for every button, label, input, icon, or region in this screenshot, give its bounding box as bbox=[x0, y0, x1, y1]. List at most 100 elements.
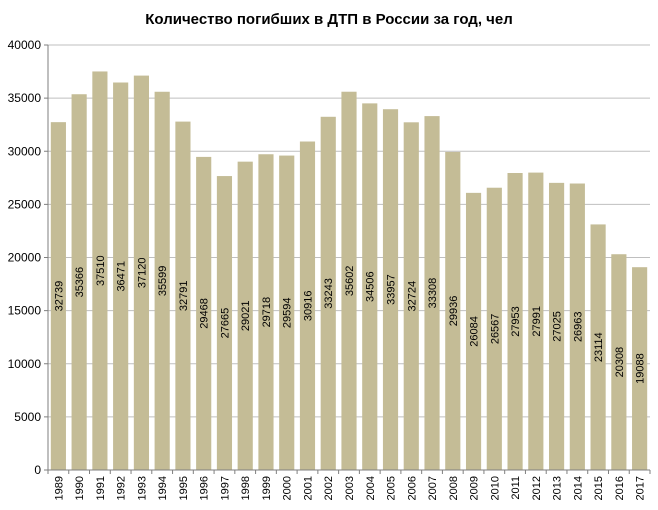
x-tick-label-2006: 2006 bbox=[406, 476, 418, 500]
y-tick-label: 40000 bbox=[8, 38, 42, 52]
bar-1992 bbox=[113, 82, 129, 470]
bar-1999 bbox=[258, 154, 274, 470]
y-tick-label: 30000 bbox=[8, 144, 42, 158]
bar-2008 bbox=[445, 151, 461, 470]
x-tick-label-2005: 2005 bbox=[386, 476, 398, 500]
bar-2006 bbox=[403, 122, 419, 471]
x-tick-label-2011: 2011 bbox=[510, 476, 522, 500]
x-tick-label-1990: 1990 bbox=[74, 476, 86, 500]
x-tick-label-1999: 1999 bbox=[261, 476, 273, 500]
data-label-1991: 37510 bbox=[95, 255, 107, 286]
bars bbox=[50, 71, 648, 471]
bar-1989 bbox=[50, 122, 66, 470]
y-tick-label: 15000 bbox=[8, 304, 42, 318]
x-tick-label-1998: 1998 bbox=[240, 476, 252, 500]
bar-2007 bbox=[424, 116, 440, 470]
y-tick-label: 20000 bbox=[8, 251, 42, 265]
bar-2001 bbox=[299, 141, 316, 470]
data-label-1993: 37120 bbox=[136, 258, 148, 289]
data-label-2016: 20308 bbox=[614, 347, 626, 378]
x-tick-label-1992: 1992 bbox=[116, 476, 128, 500]
bar-2000 bbox=[279, 155, 295, 470]
x-tick-label-2013: 2013 bbox=[552, 476, 564, 500]
y-axis-ticks: 0 5000 10000 15000 20000 25000 30000 35000 40000 bbox=[8, 38, 48, 477]
bar-1990 bbox=[71, 94, 87, 470]
y-tick-label: 10000 bbox=[8, 357, 42, 371]
x-tick-label-1995: 1995 bbox=[178, 476, 190, 500]
data-label-2012: 27991 bbox=[531, 306, 543, 337]
data-label-1999: 29718 bbox=[261, 297, 273, 328]
bar-2017 bbox=[632, 267, 648, 470]
bar-2015 bbox=[590, 224, 606, 470]
data-label-2006: 32724 bbox=[406, 281, 418, 312]
bar-2002 bbox=[320, 116, 336, 470]
data-label-1992: 36471 bbox=[116, 261, 128, 292]
data-label-1998: 29021 bbox=[240, 301, 252, 332]
y-tick-label: 0 bbox=[34, 463, 41, 477]
bar-1997 bbox=[216, 176, 233, 470]
x-tick-label-1991: 1991 bbox=[95, 476, 107, 500]
x-tick-label-2001: 2001 bbox=[302, 476, 314, 500]
data-label-2007: 33308 bbox=[427, 278, 439, 309]
x-tick-label-2008: 2008 bbox=[448, 476, 460, 500]
bar-2003 bbox=[341, 91, 357, 470]
bar-2016 bbox=[611, 254, 627, 470]
data-label-1995: 32791 bbox=[178, 281, 190, 312]
data-label-2010: 26567 bbox=[489, 314, 501, 345]
y-tick-label: 35000 bbox=[8, 91, 42, 105]
x-tick-label-1996: 1996 bbox=[199, 476, 211, 500]
x-tick-label-1994: 1994 bbox=[157, 476, 169, 500]
y-tick-label: 5000 bbox=[14, 410, 41, 424]
data-label-2000: 29594 bbox=[282, 297, 294, 328]
bar-1991 bbox=[92, 71, 108, 471]
data-labels: 32739 35366 37510 36471 37120 35599 32791 29468… bbox=[53, 255, 646, 383]
bar-1998 bbox=[237, 161, 253, 471]
bar-2010 bbox=[486, 187, 502, 470]
data-label-1996: 29468 bbox=[199, 298, 211, 329]
bar-2011 bbox=[507, 172, 523, 470]
axes bbox=[47, 45, 650, 471]
data-label-2004: 34506 bbox=[365, 271, 377, 302]
data-label-1997: 27665 bbox=[219, 308, 231, 339]
x-tick-label-2010: 2010 bbox=[489, 476, 501, 500]
data-label-2008: 29936 bbox=[448, 296, 460, 327]
bar-2009 bbox=[465, 192, 482, 471]
data-label-2014: 26963 bbox=[572, 311, 584, 342]
x-tick-label-1989: 1989 bbox=[53, 476, 65, 500]
data-label-2015: 23114 bbox=[593, 332, 605, 362]
data-label-1994: 35599 bbox=[157, 266, 169, 297]
y-tick-label: 25000 bbox=[8, 197, 42, 211]
bar-2012 bbox=[528, 172, 544, 470]
data-label-2003: 35602 bbox=[344, 266, 356, 297]
data-label-2013: 27025 bbox=[552, 311, 564, 342]
x-tick-label-2017: 2017 bbox=[635, 476, 647, 500]
bar-1996 bbox=[196, 156, 212, 470]
x-tick-label-2000: 2000 bbox=[282, 476, 294, 500]
x-tick-label-1993: 1993 bbox=[136, 476, 148, 500]
x-tick-label-2009: 2009 bbox=[469, 476, 481, 500]
data-label-2009: 26084 bbox=[469, 316, 481, 347]
x-tick-label-2012: 2012 bbox=[531, 476, 543, 500]
bar-2013 bbox=[549, 182, 565, 470]
data-label-2017: 19088 bbox=[635, 353, 647, 384]
x-tick-label-1997: 1997 bbox=[219, 476, 231, 500]
data-label-1990: 35366 bbox=[74, 267, 86, 298]
bar-2005 bbox=[382, 109, 399, 470]
data-label-2005: 33957 bbox=[386, 274, 398, 305]
x-tick-label-2004: 2004 bbox=[365, 476, 377, 500]
data-label-1989: 32739 bbox=[53, 281, 65, 312]
x-tick-label-2003: 2003 bbox=[344, 476, 356, 500]
x-tick-label-2015: 2015 bbox=[593, 476, 605, 500]
bar-2004 bbox=[362, 103, 378, 470]
bar-1993 bbox=[133, 75, 149, 470]
x-tick-label-2014: 2014 bbox=[572, 476, 584, 500]
data-label-2001: 30916 bbox=[302, 290, 314, 321]
x-axis-ticks: 1989 1990 1991 1992 1993 1994 1995 1996 1997 1998… bbox=[47, 470, 651, 500]
x-tick-label-2002: 2002 bbox=[323, 476, 335, 500]
bar-2014 bbox=[569, 183, 585, 470]
chart-title: Количество погибших в ДТП в России за го… bbox=[145, 11, 512, 28]
x-tick-label-2016: 2016 bbox=[614, 476, 626, 500]
data-label-2002: 33243 bbox=[323, 278, 335, 309]
data-label-2011: 27953 bbox=[510, 306, 522, 337]
